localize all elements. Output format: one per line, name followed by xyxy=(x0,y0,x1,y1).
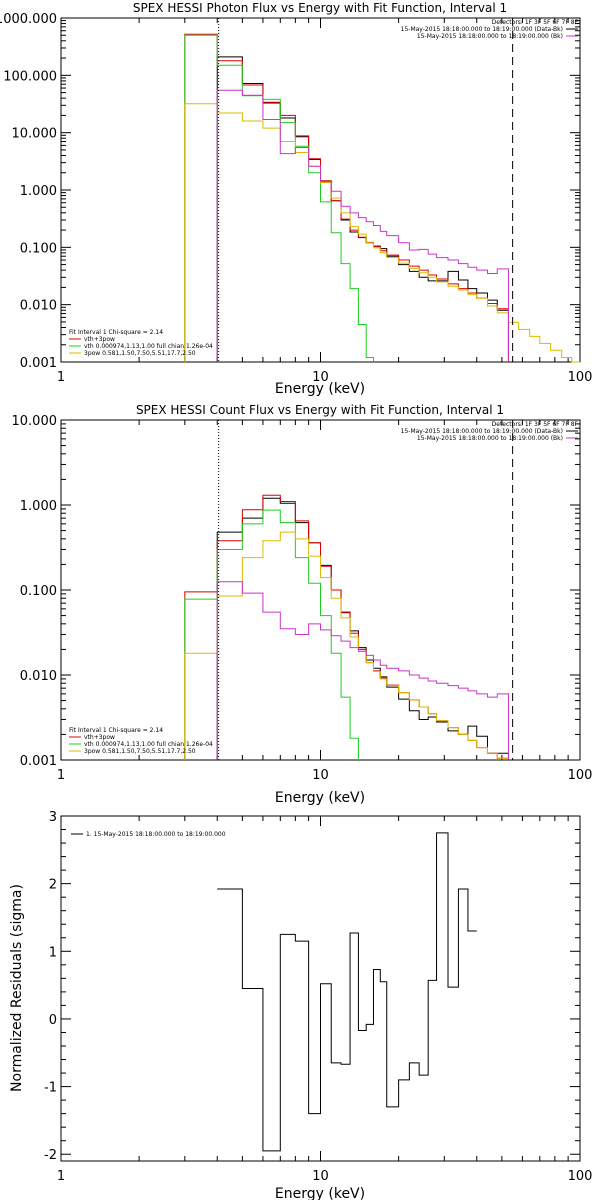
residuals-legend-entry: 1. 15-May-2015 18:18:00.000 to 18:19:00.… xyxy=(86,831,226,838)
count-flux-y-tick-label: 0.010 xyxy=(20,669,57,684)
count-flux-legend-bottom: Fit Interval 1 Chi-square = 2.14vth+3pow… xyxy=(69,727,213,755)
photon-flux-y-tick-label: 1.000 xyxy=(20,184,57,199)
count-flux-series-vth-3pow xyxy=(184,494,509,760)
count-flux-series-3pow xyxy=(184,531,509,760)
count-flux-series xyxy=(184,494,509,760)
residuals-series-residual xyxy=(217,832,477,1152)
count-flux-legend-entry: vth 0.000974,1.13,1.00 full chian 1.26e-… xyxy=(84,741,213,748)
photon-flux-legend-bottom: Fit Interval 1 Chi-square = 2.14vth+3pow… xyxy=(69,329,213,357)
photon-flux-legend-entry: vth+3pow xyxy=(84,336,115,343)
photon-flux-series-3pow xyxy=(184,103,580,363)
residuals-legend: 1. 15-May-2015 18:18:00.000 to 18:19:00.… xyxy=(71,831,226,838)
residuals-x-tick-label: 10 xyxy=(312,1169,329,1184)
photon-flux-y-tick-label: 100.000 xyxy=(3,69,57,84)
count-flux-panel: SPEX HESSI Count Flux vs Energy with Fit… xyxy=(12,403,593,806)
photon-flux-series-bk xyxy=(216,89,509,362)
count-flux-legend-header: Fit Interval 1 Chi-square = 2.14 xyxy=(69,727,163,734)
residuals-y-tick-label: 0 xyxy=(49,1013,57,1028)
residuals-panel: 1 10 100 -2 -1 0 1 2 3 1. 15-May-2015 18:18:00.0… xyxy=(9,810,592,1200)
photon-flux-x-tick-label: 10 xyxy=(312,370,329,385)
count-flux-x-tick-label: 100 xyxy=(568,768,593,783)
residuals-xlabel: Energy (keV) xyxy=(275,1186,365,1200)
residuals-x-tick-label: 1 xyxy=(57,1169,65,1184)
count-flux-title: SPEX HESSI Count Flux vs Energy with Fit… xyxy=(136,403,504,417)
residuals-ticks: 1 10 100 -2 -1 0 1 2 3 xyxy=(44,810,592,1184)
count-flux-series-vth xyxy=(184,509,359,760)
photon-flux-xlabel: Energy (keV) xyxy=(275,381,365,397)
photon-flux-y-tick-label: 0.010 xyxy=(20,299,57,314)
photon-flux-markers xyxy=(218,18,514,362)
count-flux-legend-entry: 15-May-2015 18:18:00.000 to 18:19:00.000… xyxy=(401,428,563,435)
photon-flux-ticks: 1 10 100 0.001 0.010 0.100 1.000 10.000 100.000 1… xyxy=(0,12,592,385)
count-flux-legend-header: Detectors: 1F 3F 5F 6F 7F 8F xyxy=(492,421,579,428)
count-flux-xlabel: Energy (keV) xyxy=(275,790,365,806)
residuals-y-tick-label: -1 xyxy=(44,1081,57,1096)
photon-flux-title: SPEX HESSI Photon Flux vs Energy with Fi… xyxy=(133,1,507,15)
photon-flux-y-tick-label: 0.100 xyxy=(20,241,57,256)
count-flux-series-data-bk xyxy=(216,497,509,760)
photon-flux-x-tick-label: 100 xyxy=(568,370,593,385)
photon-flux-legend-entry: 15-May-2015 18:18:00.000 to 18:19:00.000… xyxy=(417,33,563,40)
count-flux-legend-entry: 15-May-2015 18:18:00.000 to 18:19:00.000… xyxy=(417,435,563,442)
count-flux-x-tick-label: 1 xyxy=(57,768,65,783)
count-flux-ticks: 1 10 100 0.001 0.010 0.100 1.000 10.000 xyxy=(12,414,593,783)
photon-flux-legend-entry: 3pow 0.581,1.50,7.50,5.51,17.7,2.50 xyxy=(84,350,196,357)
residuals-series xyxy=(217,832,477,1152)
photon-flux-legend-header: Detectors: 1F 3F 5F 6F 7F 8F xyxy=(492,19,579,26)
photon-flux-y-tick-label: 10.000 xyxy=(12,127,58,142)
photon-flux-legend-header: Fit Interval 1 Chi-square = 2.14 xyxy=(69,329,163,336)
residuals-y-tick-label: 2 xyxy=(49,878,57,893)
photon-flux-series-vth xyxy=(184,34,374,362)
count-flux-markers xyxy=(218,420,514,760)
residuals-y-tick-label: 1 xyxy=(49,945,57,960)
count-flux-legend-entry: 3pow 0.581,1.50,7.50,5.51,17.7,2.50 xyxy=(84,748,196,755)
photon-flux-legend-entry: vth 0.000974,1.13,1.00 full chian 1.26e-… xyxy=(84,343,213,350)
photon-flux-legend-entry: 15-May-2015 18:18:00.000 to 18:19:00.000… xyxy=(401,26,563,33)
residuals-ylabel: Normalized Residuals (sigma) xyxy=(9,884,25,1092)
photon-flux-panel: SPEX HESSI Photon Flux vs Energy with Fi… xyxy=(0,1,592,397)
count-flux-y-tick-label: 1.000 xyxy=(20,499,57,514)
photon-flux-y-tick-label: 0.001 xyxy=(20,356,57,371)
residuals-y-tick-label: 3 xyxy=(49,810,57,825)
photon-flux-legend-top: Detectors: 1F 3F 5F 6F 7F 8F15-May-2015 … xyxy=(401,19,579,40)
count-flux-x-tick-label: 10 xyxy=(312,768,329,783)
count-flux-y-tick-label: 0.100 xyxy=(20,584,57,599)
count-flux-y-tick-label: 0.001 xyxy=(20,754,57,769)
photon-flux-series-data-bk xyxy=(216,56,509,362)
count-flux-y-tick-label: 10.000 xyxy=(12,414,58,429)
count-flux-legend-top: Detectors: 1F 3F 5F 6F 7F 8F15-May-2015 … xyxy=(401,421,579,442)
residuals-x-tick-label: 100 xyxy=(568,1169,593,1184)
count-flux-series-bk xyxy=(216,581,509,760)
residuals-y-tick-label: -2 xyxy=(44,1148,57,1163)
photon-flux-series xyxy=(184,33,580,363)
photon-flux-series-vth-3pow xyxy=(184,33,509,362)
count-flux-legend-entry: vth+3pow xyxy=(84,734,115,741)
photon-flux-y-tick-label: 1000.000 xyxy=(0,12,57,27)
photon-flux-x-tick-label: 1 xyxy=(57,370,65,385)
